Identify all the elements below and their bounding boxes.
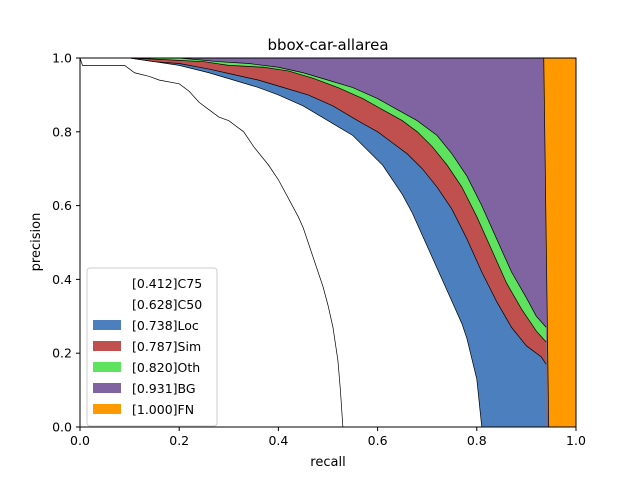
legend-swatch	[93, 299, 121, 309]
boundary--0-628-c50	[80, 57, 483, 428]
y-tick-label: 0.0	[52, 420, 72, 435]
plot-frame	[79, 57, 577, 428]
boundary-lines	[79, 57, 550, 428]
legend-label: [0.820]Oth	[132, 360, 200, 375]
chart-title: bbox-car-allarea	[267, 36, 388, 54]
y-axis-label: precision	[29, 213, 44, 272]
x-tick-label: 0.2	[169, 433, 189, 448]
boundary--0-412-c75	[79, 57, 344, 428]
x-tick-label: 0.0	[70, 433, 90, 448]
x-tick-label: 0.4	[268, 433, 288, 448]
legend-swatch	[93, 362, 121, 372]
x-axis-label: recall	[310, 455, 345, 470]
legend-label: [1.000]FN	[132, 402, 194, 417]
legend: [0.412]C75 [0.628]C50 [0.738]Loc [0.787]Sim…	[86, 267, 218, 427]
y-tick-label: 0.4	[52, 272, 72, 287]
x-tick-label: 0.6	[368, 433, 388, 448]
legend-swatch	[93, 383, 121, 393]
y-tick-label: 0.2	[52, 346, 72, 361]
legend-label: [0.931]BG	[132, 381, 196, 396]
y-tick-label: 1.0	[52, 51, 72, 66]
boundary--0-738-loc	[80, 57, 547, 365]
legend-label: [0.738]Loc	[132, 318, 199, 333]
legend-label: [0.412]C75	[132, 276, 202, 291]
legend-swatch	[93, 341, 121, 351]
legend-label: [0.628]C50	[132, 297, 202, 312]
x-axis-ticks: 0.0 0.2 0.4 0.6 0.8 1.0	[70, 427, 586, 448]
x-tick-label: 1.0	[566, 433, 586, 448]
legend-swatch	[93, 404, 121, 414]
y-axis-ticks: 0.0 0.2 0.4 0.6 0.8 1.0	[52, 51, 80, 435]
legend-label: [0.787]Sim	[132, 339, 201, 354]
legend-swatch	[93, 278, 121, 288]
y-tick-label: 0.8	[52, 124, 72, 139]
x-tick-label: 0.8	[467, 433, 487, 448]
y-tick-label: 0.6	[52, 198, 72, 213]
boundary--0-787-sim	[80, 57, 547, 343]
boundary--0-820-oth	[80, 57, 547, 328]
legend-swatch	[93, 320, 121, 330]
